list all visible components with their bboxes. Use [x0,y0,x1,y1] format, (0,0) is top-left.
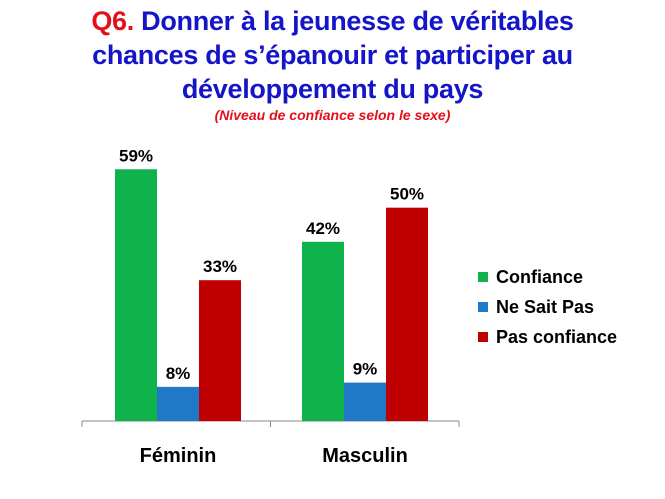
bar-pas-confiance-masculin [386,207,428,421]
legend-swatch-pas-confiance [478,332,488,342]
x-tick-label: Féminin [140,445,217,467]
chart-title: Q6. Donner à la jeunesse de véritables c… [0,4,665,124]
x-tick-label: Masculin [322,445,408,467]
title-line-3: développement du pays [181,74,484,104]
legend: Confiance Ne Sait Pas Pas confiance [478,262,617,352]
data-label: 50% [390,185,424,204]
legend-item-ne-sait-pas: Ne Sait Pas [478,292,617,322]
bar-confiance-feminin [115,169,157,421]
bar-confiance-masculin [302,241,344,421]
data-label: 59% [119,146,153,165]
legend-swatch-confiance [478,272,488,282]
plot-area: 59% 8% 33% Féminin 42% 9% 50% Masculin [81,146,460,467]
title-prefix: Q6. [91,6,134,36]
data-label: 8% [166,364,191,383]
legend-label-pas-confiance: Pas confiance [496,326,618,347]
title-line-2: chances de s’épanouir et participer au [92,40,573,70]
chart-subtitle: (Niveau de confiance selon le sexe) [214,107,451,123]
data-label: 33% [203,257,237,276]
data-label: 9% [353,360,378,379]
legend-label-ne-sait-pas: Ne Sait Pas [496,296,595,317]
legend-item-pas-confiance: Pas confiance [478,322,617,352]
bar-ne-sait-pas-masculin [344,382,386,421]
legend-label-confiance: Confiance [496,266,584,287]
data-label: 42% [306,219,340,238]
bar-ne-sait-pas-feminin [157,386,199,421]
legend-item-confiance: Confiance [478,262,617,292]
bar-pas-confiance-feminin [199,280,241,421]
title-line-1-text: Donner à la jeunesse de véritables [141,6,574,36]
title-line-1: Q6. Donner à la jeunesse de véritables [0,4,665,38]
legend-swatch-ne-sait-pas [478,302,488,312]
